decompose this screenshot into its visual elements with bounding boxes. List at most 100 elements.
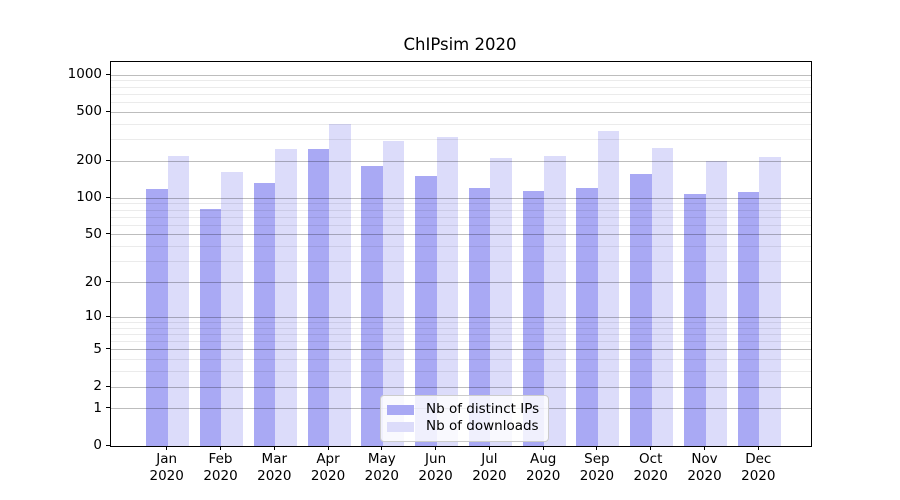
x-tick-mark-nov-2020 <box>704 446 705 450</box>
minor-gridline-7 <box>111 333 811 335</box>
major-gridline-20 <box>111 282 811 283</box>
major-gridline-100 <box>111 197 811 199</box>
x-tick-label-may-2020: May 2020 <box>364 451 399 484</box>
minor-gridline-60 <box>111 224 811 226</box>
bar-downloads-jan-2020 <box>167 155 190 446</box>
minor-gridline-70 <box>111 216 811 218</box>
x-tick-mark-sep-2020 <box>596 446 598 450</box>
x-tick-label-nov-2020: Nov 2020 <box>687 451 722 484</box>
minor-gridline-6 <box>111 341 811 342</box>
bar-downloads-sep-2020 <box>597 131 620 446</box>
bar-distinct-ips-may-2020 <box>361 166 383 446</box>
x-tick-mark-dec-2020 <box>757 446 759 450</box>
y-tick-mark-20 <box>106 281 110 282</box>
bar-distinct-ips-oct-2020 <box>630 174 652 446</box>
x-tick-label-aug-2020: Aug 2020 <box>526 451 561 484</box>
legend-label-distinct-ips: Nb of distinct IPs <box>426 401 540 417</box>
x-tick-label-jan-2020: Jan 2020 <box>149 451 184 484</box>
y-tick-label-500: 500 <box>76 103 102 120</box>
major-gridline-500 <box>111 111 811 113</box>
major-gridline-5 <box>111 349 811 351</box>
minor-gridline-30 <box>111 261 811 263</box>
x-tick-label-dec-2020: Dec 2020 <box>741 451 776 484</box>
bar-distinct-ips-aug-2020 <box>522 190 545 446</box>
x-tick-mark-jul-2020 <box>488 446 490 450</box>
x-tick-mark-apr-2020 <box>327 446 329 450</box>
bar-distinct-ips-sep-2020 <box>576 188 598 446</box>
y-tick-mark-100 <box>106 196 110 198</box>
bar-distinct-ips-jun-2020 <box>415 175 437 446</box>
bar-distinct-ips-nov-2020 <box>684 194 706 446</box>
bar-downloads-dec-2020 <box>759 157 781 446</box>
x-tick-mark-jan-2020 <box>166 446 168 450</box>
legend-label-downloads: Nb of downloads <box>426 418 539 434</box>
bar-downloads-nov-2020 <box>705 160 727 446</box>
legend-swatch-downloads <box>387 421 414 432</box>
y-tick-label-50: 50 <box>84 225 102 242</box>
x-tick-label-jul-2020: Jul 2020 <box>472 451 507 484</box>
major-gridline-50 <box>111 234 811 236</box>
x-tick-mark-feb-2020 <box>220 446 221 450</box>
x-tick-label-apr-2020: Apr 2020 <box>310 451 346 484</box>
x-tick-label-sep-2020: Sep 2020 <box>579 451 615 484</box>
y-tick-label-2: 2 <box>93 378 102 394</box>
minor-gridline-800 <box>111 86 811 88</box>
bar-downloads-jun-2020 <box>436 136 459 446</box>
x-tick-label-jun-2020: Jun 2020 <box>418 451 453 484</box>
y-tick-label-5: 5 <box>93 340 102 357</box>
bar-downloads-feb-2020 <box>221 171 243 446</box>
bar-distinct-ips-mar-2020 <box>253 182 276 446</box>
x-tick-mark-jun-2020 <box>435 446 437 450</box>
bar-distinct-ips-apr-2020 <box>307 148 330 446</box>
y-tick-mark-10 <box>106 315 110 317</box>
y-tick-label-10: 10 <box>84 308 102 325</box>
chart-title: ChIPsim 2020 <box>403 35 517 54</box>
bar-downloads-apr-2020 <box>329 124 351 446</box>
x-tick-label-oct-2020: Oct 2020 <box>633 451 668 484</box>
minor-gridline-40 <box>111 246 811 248</box>
legend-row-downloads: Nb of downloads <box>387 418 539 435</box>
x-tick-mark-may-2020 <box>381 446 383 450</box>
bar-downloads-may-2020 <box>382 141 405 446</box>
major-gridline-1000 <box>111 74 811 76</box>
major-gridline-2 <box>111 386 811 388</box>
y-tick-mark-200 <box>106 159 110 161</box>
x-tick-mark-mar-2020 <box>273 446 275 450</box>
legend-swatch-distinct-ips <box>387 404 414 415</box>
minor-gridline-600 <box>111 101 811 103</box>
bar-distinct-ips-jan-2020 <box>146 188 168 446</box>
major-gridline-10 <box>111 316 811 318</box>
minor-gridline-80 <box>111 209 811 211</box>
x-tick-mark-aug-2020 <box>542 446 544 450</box>
y-tick-label-0: 0 <box>93 437 102 453</box>
x-tick-label-mar-2020: Mar 2020 <box>257 451 292 484</box>
y-tick-mark-1000 <box>106 73 110 75</box>
y-tick-label-200: 200 <box>76 152 102 169</box>
legend: Nb of distinct IPs Nb of downloads <box>380 395 550 442</box>
bar-distinct-ips-jul-2020 <box>468 187 491 446</box>
major-gridline-200 <box>111 160 811 162</box>
bar-downloads-aug-2020 <box>544 155 566 446</box>
y-tick-label-1: 1 <box>93 399 102 416</box>
y-tick-mark-5 <box>106 348 110 350</box>
minor-gridline-700 <box>111 93 811 95</box>
legend-row-distinct-ips: Nb of distinct IPs <box>387 401 539 418</box>
minor-gridline-400 <box>111 123 811 125</box>
minor-gridline-900 <box>111 80 811 82</box>
minor-gridline-9 <box>111 321 811 323</box>
minor-gridline-3 <box>111 371 811 373</box>
bar-downloads-mar-2020 <box>275 149 297 446</box>
minor-gridline-8 <box>111 327 811 329</box>
minor-gridline-90 <box>111 203 811 205</box>
y-tick-label-20: 20 <box>84 273 102 290</box>
bar-distinct-ips-feb-2020 <box>199 208 222 446</box>
plot-area: Nb of distinct IPs Nb of downloads <box>110 61 812 447</box>
y-tick-mark-1 <box>106 407 110 409</box>
y-tick-mark-500 <box>106 110 110 112</box>
bar-downloads-oct-2020 <box>651 148 674 446</box>
minor-gridline-4 <box>111 359 811 361</box>
bar-distinct-ips-dec-2020 <box>737 192 760 446</box>
y-tick-label-1000: 1000 <box>67 66 102 82</box>
minor-gridline-300 <box>111 139 811 140</box>
